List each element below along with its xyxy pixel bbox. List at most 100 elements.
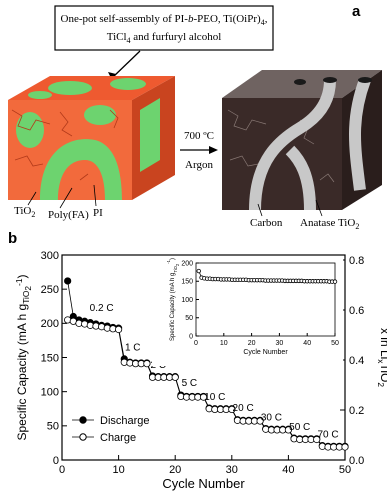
data-point bbox=[228, 405, 236, 414]
block-label: Poly(FA) bbox=[48, 209, 89, 221]
text: Specific Capacity (mA h g bbox=[170, 273, 176, 341]
rate-label: 20 C bbox=[233, 403, 254, 414]
data-point bbox=[332, 279, 338, 284]
script-text: -1 bbox=[166, 259, 171, 263]
block-label: Carbon bbox=[250, 217, 283, 229]
data-point bbox=[143, 360, 151, 368]
leader-lines bbox=[27, 184, 97, 209]
rate-label: 10 C bbox=[204, 392, 225, 403]
x-tick-label: 20 bbox=[169, 464, 181, 476]
block-label: TiO2 bbox=[14, 205, 35, 219]
script-text: 2 bbox=[175, 263, 180, 266]
text: b bbox=[188, 13, 194, 25]
y2-axis-title: x in LixTiO2 bbox=[376, 328, 387, 387]
y-tick-label: 150 bbox=[181, 279, 193, 286]
y2-tick-label: 0.8 bbox=[349, 255, 364, 267]
text: Anatase TiO bbox=[300, 217, 355, 229]
arrow-head bbox=[209, 146, 218, 154]
box-line: TiCl4 and furfuryl alcohol bbox=[107, 31, 222, 45]
x-tick-label: 20 bbox=[248, 340, 256, 347]
y-tick-label: 150 bbox=[41, 352, 59, 364]
data-point bbox=[115, 325, 123, 334]
data-point bbox=[64, 277, 72, 285]
y2-tick-label: 0.4 bbox=[349, 355, 364, 367]
text: and furfuryl alcohol bbox=[131, 31, 222, 43]
panel-label: a bbox=[352, 3, 361, 20]
script-text: x bbox=[376, 359, 386, 364]
legend-marker bbox=[79, 433, 87, 441]
data-point bbox=[341, 443, 349, 451]
x-tick-label: 0 bbox=[194, 340, 198, 347]
y-tick-label: 0 bbox=[53, 455, 59, 467]
script-text: TiO bbox=[21, 290, 31, 304]
panel-label: b bbox=[8, 230, 17, 247]
text: x in Li bbox=[378, 328, 387, 359]
y-tick-label: 200 bbox=[181, 260, 193, 267]
x-tick-label: 50 bbox=[339, 464, 351, 476]
legend-label: Discharge bbox=[100, 415, 150, 427]
y-tick-label: 300 bbox=[41, 250, 59, 262]
x-axis-title: Cycle Number bbox=[243, 349, 288, 356]
x-tick-label: 30 bbox=[226, 464, 238, 476]
text: TiCl bbox=[107, 31, 127, 43]
x-tick-label: 40 bbox=[282, 464, 294, 476]
rate-label: 50 C bbox=[289, 422, 310, 433]
subscript: 4 bbox=[261, 18, 265, 27]
data-point bbox=[171, 373, 179, 381]
y-axis-title: Specific Capacity (mA h gTiO2-1) bbox=[14, 274, 33, 440]
y-tick-label: 100 bbox=[41, 387, 59, 399]
x-tick-label: 10 bbox=[220, 340, 228, 347]
rate-label: 70 C bbox=[317, 429, 338, 440]
x-tick-label: 50 bbox=[331, 340, 339, 347]
y-tick-label: 50 bbox=[47, 421, 59, 433]
x-axis-title: Cycle Number bbox=[162, 476, 245, 491]
leader-lines bbox=[257, 199, 323, 217]
x-tick-label: 40 bbox=[303, 340, 311, 347]
y2-tick-label: 0.2 bbox=[349, 405, 364, 417]
y2-tick-label: 0.6 bbox=[349, 305, 364, 317]
subscript: 4 bbox=[127, 36, 131, 45]
box-line: One-pot self-assembly of PI-b-PEO, Ti(Oi… bbox=[61, 13, 268, 27]
text: , bbox=[265, 13, 268, 25]
arrow bbox=[111, 50, 141, 79]
process-box bbox=[54, 5, 274, 51]
inset-frame bbox=[152, 257, 343, 366]
script-text: TiO bbox=[173, 265, 178, 272]
legend-marker bbox=[79, 416, 87, 424]
condition: 700 ºC bbox=[184, 130, 214, 142]
text: TiO bbox=[378, 363, 387, 382]
script-text: 2 bbox=[376, 382, 386, 387]
rate-label: 0.2 C bbox=[90, 303, 114, 314]
y-tick-label: 0 bbox=[189, 333, 193, 340]
text: ) bbox=[170, 258, 176, 260]
y-axis-title: Specific Capacity (mA h gTiO2 -1) bbox=[166, 258, 180, 341]
data-point bbox=[284, 426, 292, 434]
y-tick-label: 200 bbox=[41, 318, 59, 330]
legend-label: Charge bbox=[100, 432, 136, 444]
y-tick-label: 100 bbox=[181, 297, 193, 304]
carbon-tubes bbox=[249, 77, 371, 211]
data-point bbox=[256, 417, 264, 425]
block-label: Anatase TiO2 bbox=[300, 217, 359, 231]
rate-label: 30 C bbox=[261, 412, 282, 423]
rate-label: 5 C bbox=[182, 378, 198, 389]
text: Specific Capacity (mA h g bbox=[15, 304, 29, 441]
x-tick-label: 10 bbox=[112, 464, 124, 476]
block-label: PI bbox=[93, 207, 103, 219]
text: ) bbox=[15, 274, 29, 278]
subscript: 2 bbox=[355, 222, 359, 231]
x-tick-label: 0 bbox=[59, 464, 65, 476]
anatase-network bbox=[227, 109, 335, 183]
script-text: -1 bbox=[14, 278, 24, 286]
y2-tick-label: 0.0 bbox=[349, 455, 364, 467]
polymer-network bbox=[11, 109, 119, 181]
data-point bbox=[199, 393, 208, 401]
text: One-pot self-assembly of PI- bbox=[61, 13, 189, 25]
condition: Argon bbox=[185, 159, 213, 171]
text: TiO bbox=[14, 205, 31, 217]
rate-label: 1 C bbox=[125, 343, 141, 354]
x-tick-label: 30 bbox=[276, 340, 284, 347]
data-point bbox=[196, 268, 201, 274]
tio2-domains bbox=[16, 78, 160, 200]
